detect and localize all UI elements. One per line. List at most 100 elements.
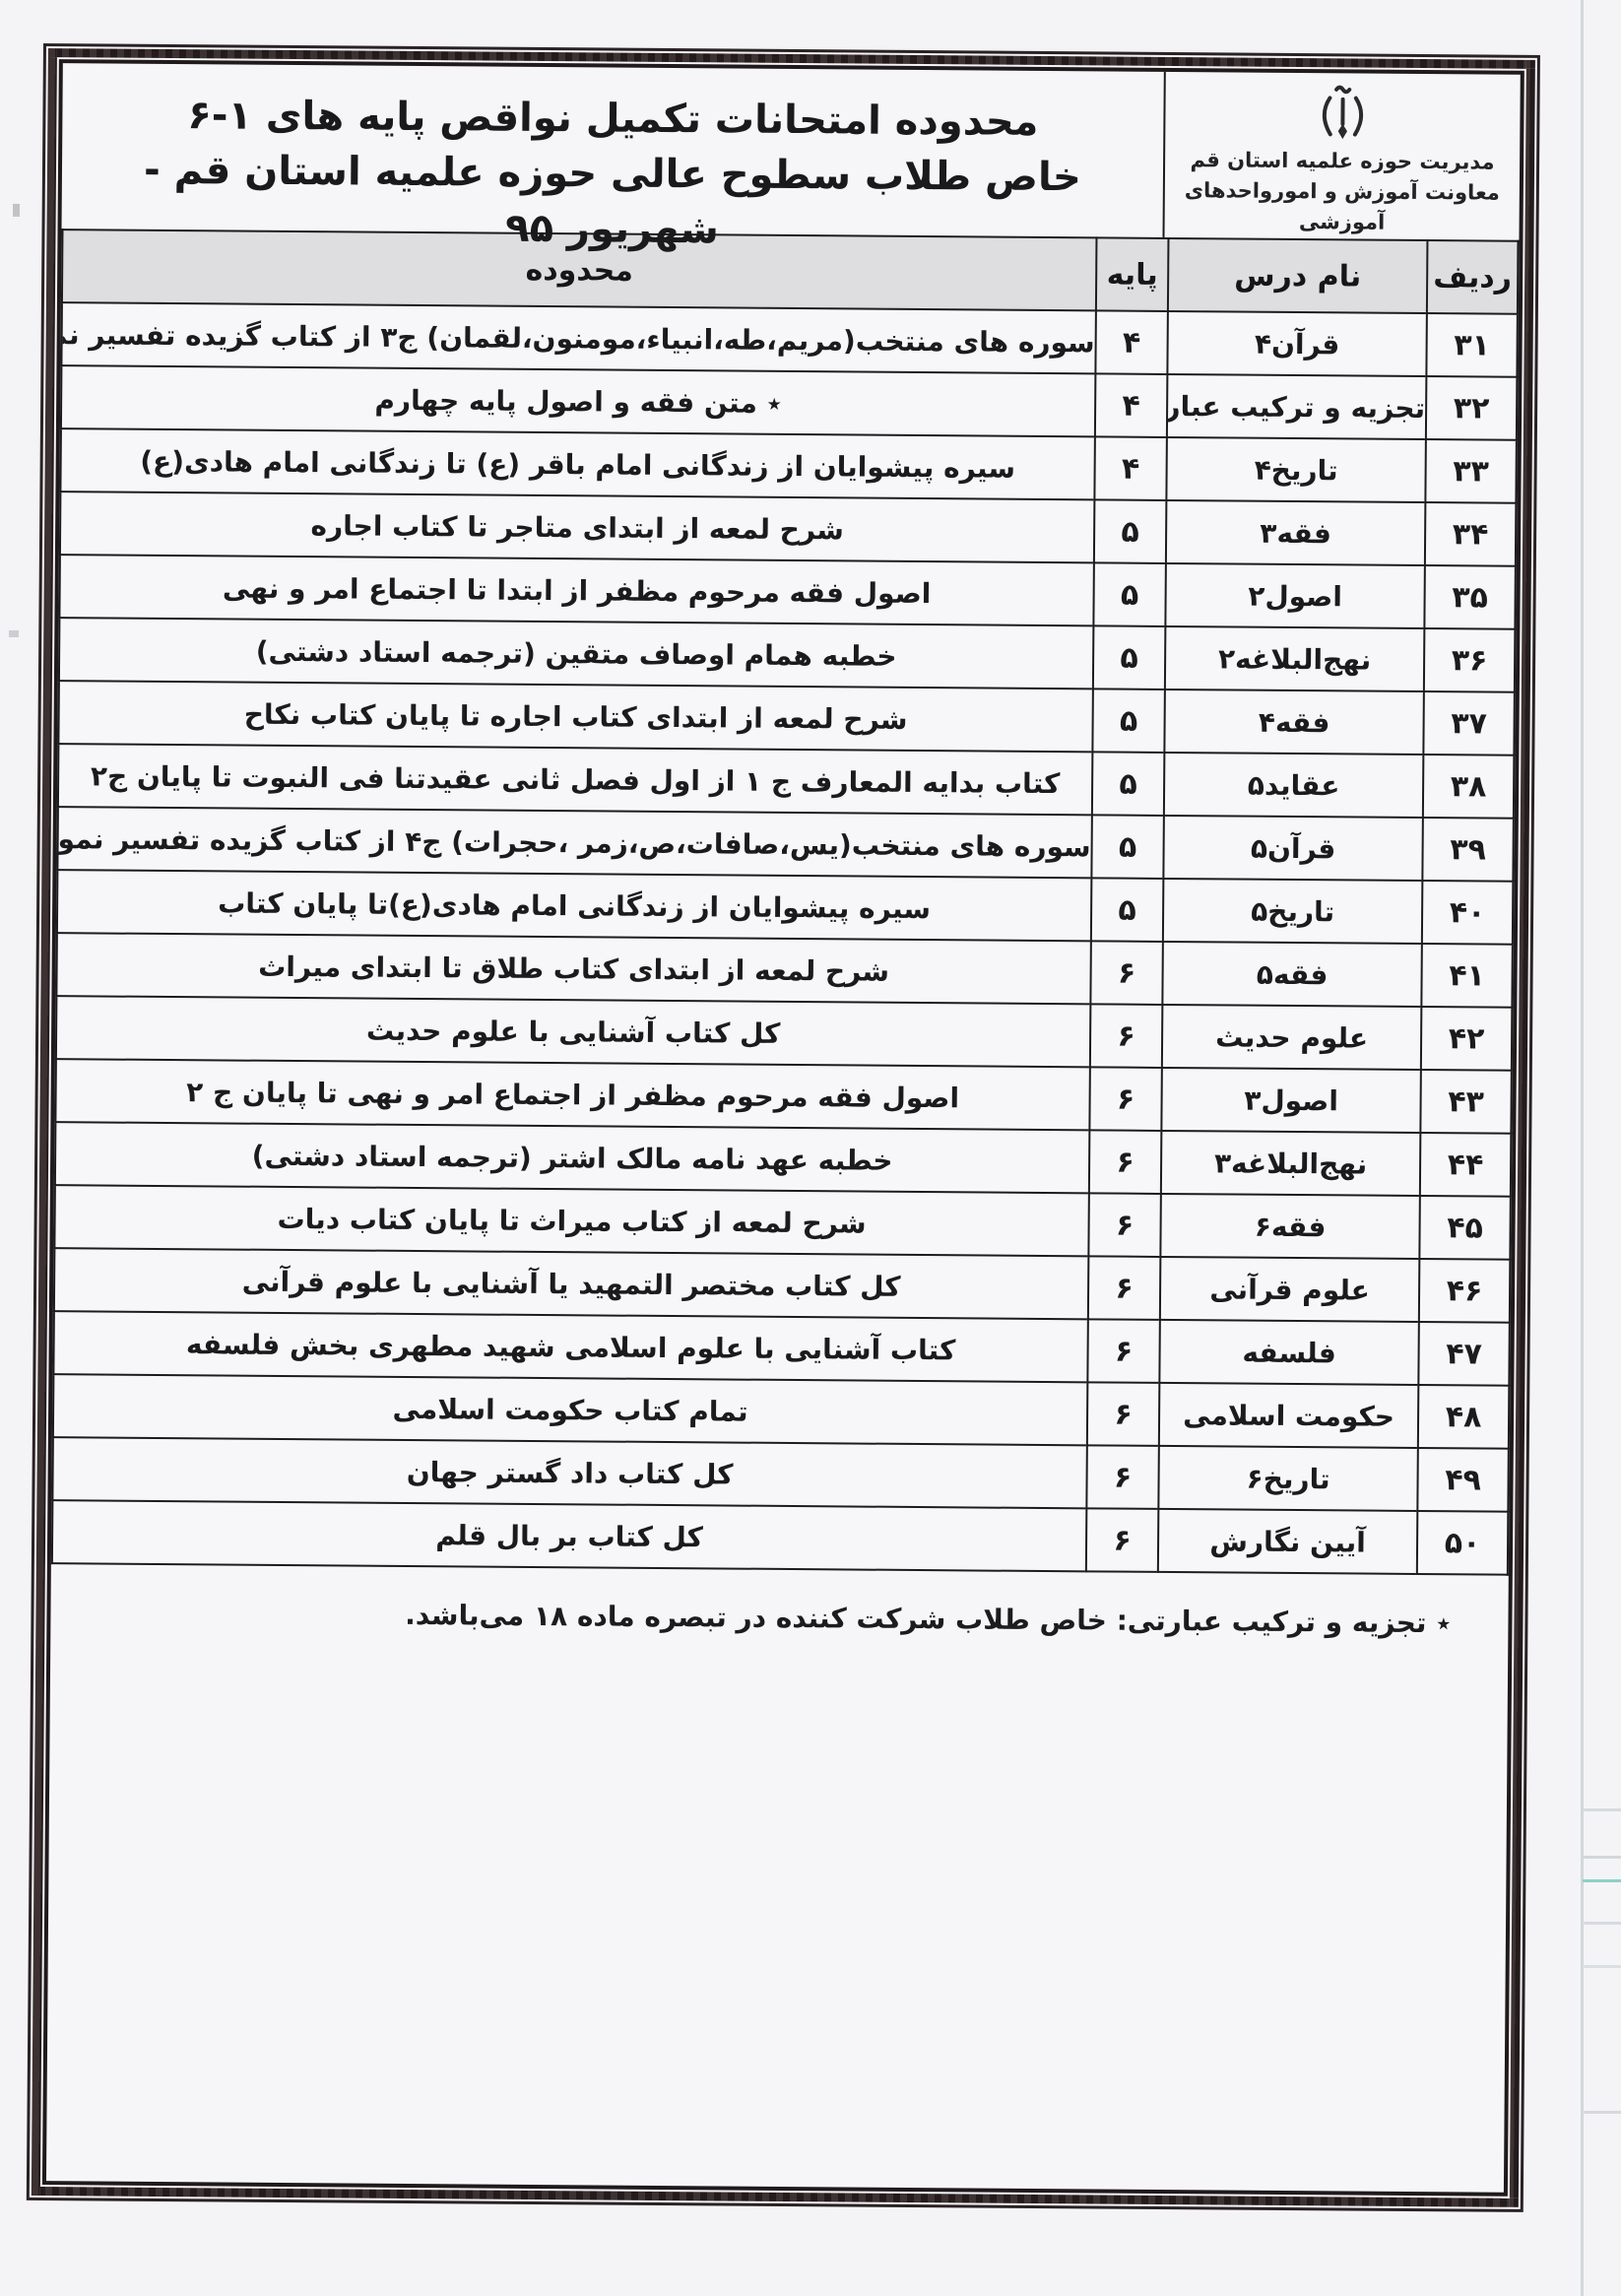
course-name-cell: تاریخ۴	[1166, 436, 1426, 503]
scope-cell: اصول فقه مرحوم مظفر از ابتدا تا اجتماع ا…	[59, 555, 1094, 626]
scope-cell: خطبه همام اوصاف متقین (ترجمه استاد دشتی)	[58, 618, 1094, 689]
scan-artifact-speck	[13, 204, 20, 217]
course-name-cell: تاریخ۵	[1162, 878, 1423, 945]
course-name-cell: نهج‌البلاغه۳	[1160, 1130, 1421, 1197]
hawzah-allah-emblem-icon	[1322, 85, 1364, 140]
table-row: ۴۱ فقه۵ ۶ شرح لمعه از ابتدای کتاب طلاق ت…	[56, 933, 1513, 1008]
scan-artifact-ruled-line	[1583, 1808, 1621, 1811]
row-number-cell: ۴۵	[1419, 1196, 1511, 1260]
scope-cell: کل کتاب داد گستر جهان	[52, 1437, 1087, 1509]
row-number-cell: ۳۳	[1425, 439, 1517, 503]
course-name-cell: تاریخ۶	[1158, 1445, 1418, 1512]
organization-block: مدیریت حوزه علمیه استان قم معاونت آموزش …	[1162, 71, 1521, 240]
course-name-cell: فلسفه	[1159, 1319, 1419, 1386]
scan-artifact-ruled-line	[1583, 1922, 1621, 1925]
table-row: ۴۴ نهج‌البلاغه۳ ۶ خطبه عهد نامه مالک اشت…	[54, 1122, 1512, 1197]
header-row-number: ردیف	[1426, 240, 1519, 314]
scope-cell: کل کتاب بر بال قلم	[51, 1500, 1087, 1572]
grade-cell: ۶	[1086, 1445, 1159, 1509]
scope-cell: ٭ متن فقه و اصول پایه چهارم	[60, 365, 1096, 437]
page-title-line1: محدوده امتحانات تکمیل نواقص پایه های ۱-۶	[187, 93, 1039, 145]
frame-decorative-band: مدیریت حوزه علمیه استان قم معاونت آموزش …	[31, 48, 1535, 2207]
scan-artifact-speck	[9, 630, 19, 637]
grade-cell: ۶	[1087, 1256, 1161, 1320]
scope-cell: کل کتاب مختصر التمهید یا آشنایی با علوم …	[53, 1248, 1089, 1320]
course-name-cell: اصول۲	[1165, 562, 1425, 629]
grade-cell: ۵	[1092, 625, 1166, 689]
grade-cell: ۶	[1089, 1067, 1162, 1131]
row-number-cell: ۴۱	[1421, 944, 1513, 1008]
grade-cell: ۶	[1089, 1004, 1163, 1068]
frame-inner-border: مدیریت حوزه علمیه استان قم معاونت آموزش …	[41, 59, 1524, 2197]
course-name-cell: آیین نگارش	[1157, 1508, 1418, 1575]
course-name-cell: فقه۵	[1162, 941, 1422, 1008]
row-number-cell: ۳۸	[1422, 754, 1515, 819]
row-number-cell: ۴۶	[1418, 1259, 1511, 1323]
course-name-cell: فقه۳	[1165, 499, 1426, 566]
grade-cell: ۵	[1093, 562, 1166, 626]
table-row: ۴۰ تاریخ۵ ۵ سیره پیشوایان از زندگانی اما…	[56, 870, 1514, 945]
scope-cell: شرح لمعه از کتاب میراث تا پایان کتاب دیا…	[54, 1185, 1089, 1257]
org-name-line2: معاونت آموزش و امورواحدهای آموزشی	[1184, 178, 1500, 234]
row-number-cell: ۳۱	[1426, 313, 1518, 377]
scope-cell: شرح لمعه از ابتدای متاجر تا کتاب اجاره	[59, 492, 1095, 563]
scope-cell: اصول فقه مرحوم مظفر از اجتماع امر و نهی …	[55, 1059, 1090, 1131]
row-number-cell: ۳۹	[1422, 818, 1514, 882]
course-name-cell: فقه۶	[1160, 1193, 1420, 1260]
row-number-cell: ۴۲	[1420, 1007, 1513, 1071]
table-row: ۳۳ تاریخ۴ ۴ سیره پیشوایان از زندگانی اما…	[60, 428, 1517, 503]
scope-cell: خطبه عهد نامه مالک اشتر (ترجمه استاد دشت…	[54, 1122, 1090, 1194]
table-row: ۴۵ فقه۶ ۶ شرح لمعه از کتاب میراث تا پایا…	[54, 1185, 1511, 1260]
scope-cell: سوره های منتخب(یس،صافات،ص،زمر ،حجرات) ج۴…	[57, 807, 1092, 879]
grade-cell: ۵	[1092, 689, 1165, 753]
grade-cell: ۴	[1095, 310, 1168, 374]
row-number-cell: ۳۲	[1425, 376, 1518, 440]
grade-cell: ۶	[1088, 1130, 1162, 1194]
table-row: ۳۹ قرآن۵ ۵ سوره های منتخب(یس،صافات،ص،زمر…	[57, 807, 1514, 882]
exam-scope-table: ردیف نام درس پایه محدوده ۳۱ قرآن۴ ۴ سوره…	[51, 229, 1520, 1576]
scope-cell: کتاب آشنایی با علوم اسلامی شهید مطهری بخ…	[53, 1311, 1088, 1383]
grade-cell: ۶	[1088, 1193, 1161, 1257]
row-number-cell: ۴۳	[1420, 1070, 1512, 1134]
grade-cell: ۶	[1085, 1508, 1159, 1572]
table-row: ۳۷ فقه۴ ۵ شرح لمعه از ابتدای کتاب اجاره …	[58, 681, 1515, 755]
grade-cell: ۵	[1091, 815, 1164, 879]
row-number-cell: ۴۹	[1417, 1448, 1509, 1512]
grade-cell: ۶	[1087, 1319, 1160, 1383]
table-row: ۳۸ عقاید۵ ۵ کتاب بدایه المعارف ج ۱ از او…	[57, 744, 1515, 819]
row-number-cell: ۴۸	[1417, 1385, 1510, 1449]
course-name-cell: قرآن۴	[1167, 310, 1427, 377]
table-row: ۴۹ تاریخ۶ ۶ کل کتاب داد گستر جهان	[52, 1437, 1509, 1512]
table-row: ۴۸ حکومت اسلامی ۶ تمام کتاب حکومت اسلامی	[52, 1374, 1510, 1449]
scope-cell: تمام کتاب حکومت اسلامی	[52, 1374, 1088, 1446]
table-row: ۴۶ علوم قرآنی ۶ کل کتاب مختصر التمهید یا…	[53, 1248, 1511, 1323]
row-number-cell: ۳۷	[1423, 691, 1515, 755]
row-number-cell: ۳۵	[1424, 565, 1516, 629]
table-row: ۳۵ اصول۲ ۵ اصول فقه مرحوم مظفر از ابتدا …	[59, 555, 1516, 629]
grade-cell: ۵	[1093, 499, 1167, 563]
scope-cell: شرح لمعه از ابتدای کتاب طلاق تا ابتدای م…	[56, 933, 1091, 1005]
course-name-cell: تجزیه و ترکیب عبارتی	[1166, 373, 1427, 440]
scope-cell: کل کتاب آشنایی با علوم حدیث	[55, 996, 1091, 1068]
table-row: ۴۷ فلسفه ۶ کتاب آشنایی با علوم اسلامی شه…	[53, 1311, 1510, 1386]
scope-cell: سوره های منتخب(مریم،طه،انبیاء،مومنون،لقم…	[61, 302, 1096, 374]
grade-cell: ۶	[1086, 1382, 1160, 1446]
row-number-cell: ۳۶	[1423, 628, 1516, 692]
course-name-cell: فقه۴	[1164, 689, 1424, 755]
header-course-name: نام درس	[1167, 237, 1428, 314]
course-name-cell: حکومت اسلامی	[1158, 1382, 1419, 1449]
document-header: مدیریت حوزه علمیه استان قم معاونت آموزش …	[62, 63, 1521, 252]
table-row: ۳۲ تجزیه و ترکیب عبارتی ۴ ٭ متن فقه و اص…	[60, 365, 1518, 440]
scan-artifact-ruled-line-teal	[1583, 1879, 1621, 1882]
table-row: ۳۶ نهج‌البلاغه۲ ۵ خطبه همام اوصاف متقین …	[58, 618, 1516, 692]
scope-cell: کتاب بدایه المعارف ج ۱ از اول فصل ثانی ع…	[57, 744, 1093, 816]
scope-cell: شرح لمعه از ابتدای کتاب اجاره تا پایان ک…	[58, 681, 1093, 753]
grade-cell: ۴	[1094, 373, 1168, 437]
page-frame: مدیریت حوزه علمیه استان قم معاونت آموزش …	[26, 43, 1540, 2212]
table-row: ۳۱ قرآن۴ ۴ سوره های منتخب(مریم،طه،انبیاء…	[61, 302, 1518, 377]
scan-artifact-ruled-line	[1583, 1856, 1621, 1859]
grade-cell: ۵	[1090, 878, 1164, 942]
scan-artifact-ruled-line	[1583, 1965, 1621, 1968]
exam-table-body: ۳۱ قرآن۴ ۴ سوره های منتخب(مریم،طه،انبیاء…	[51, 302, 1518, 1575]
